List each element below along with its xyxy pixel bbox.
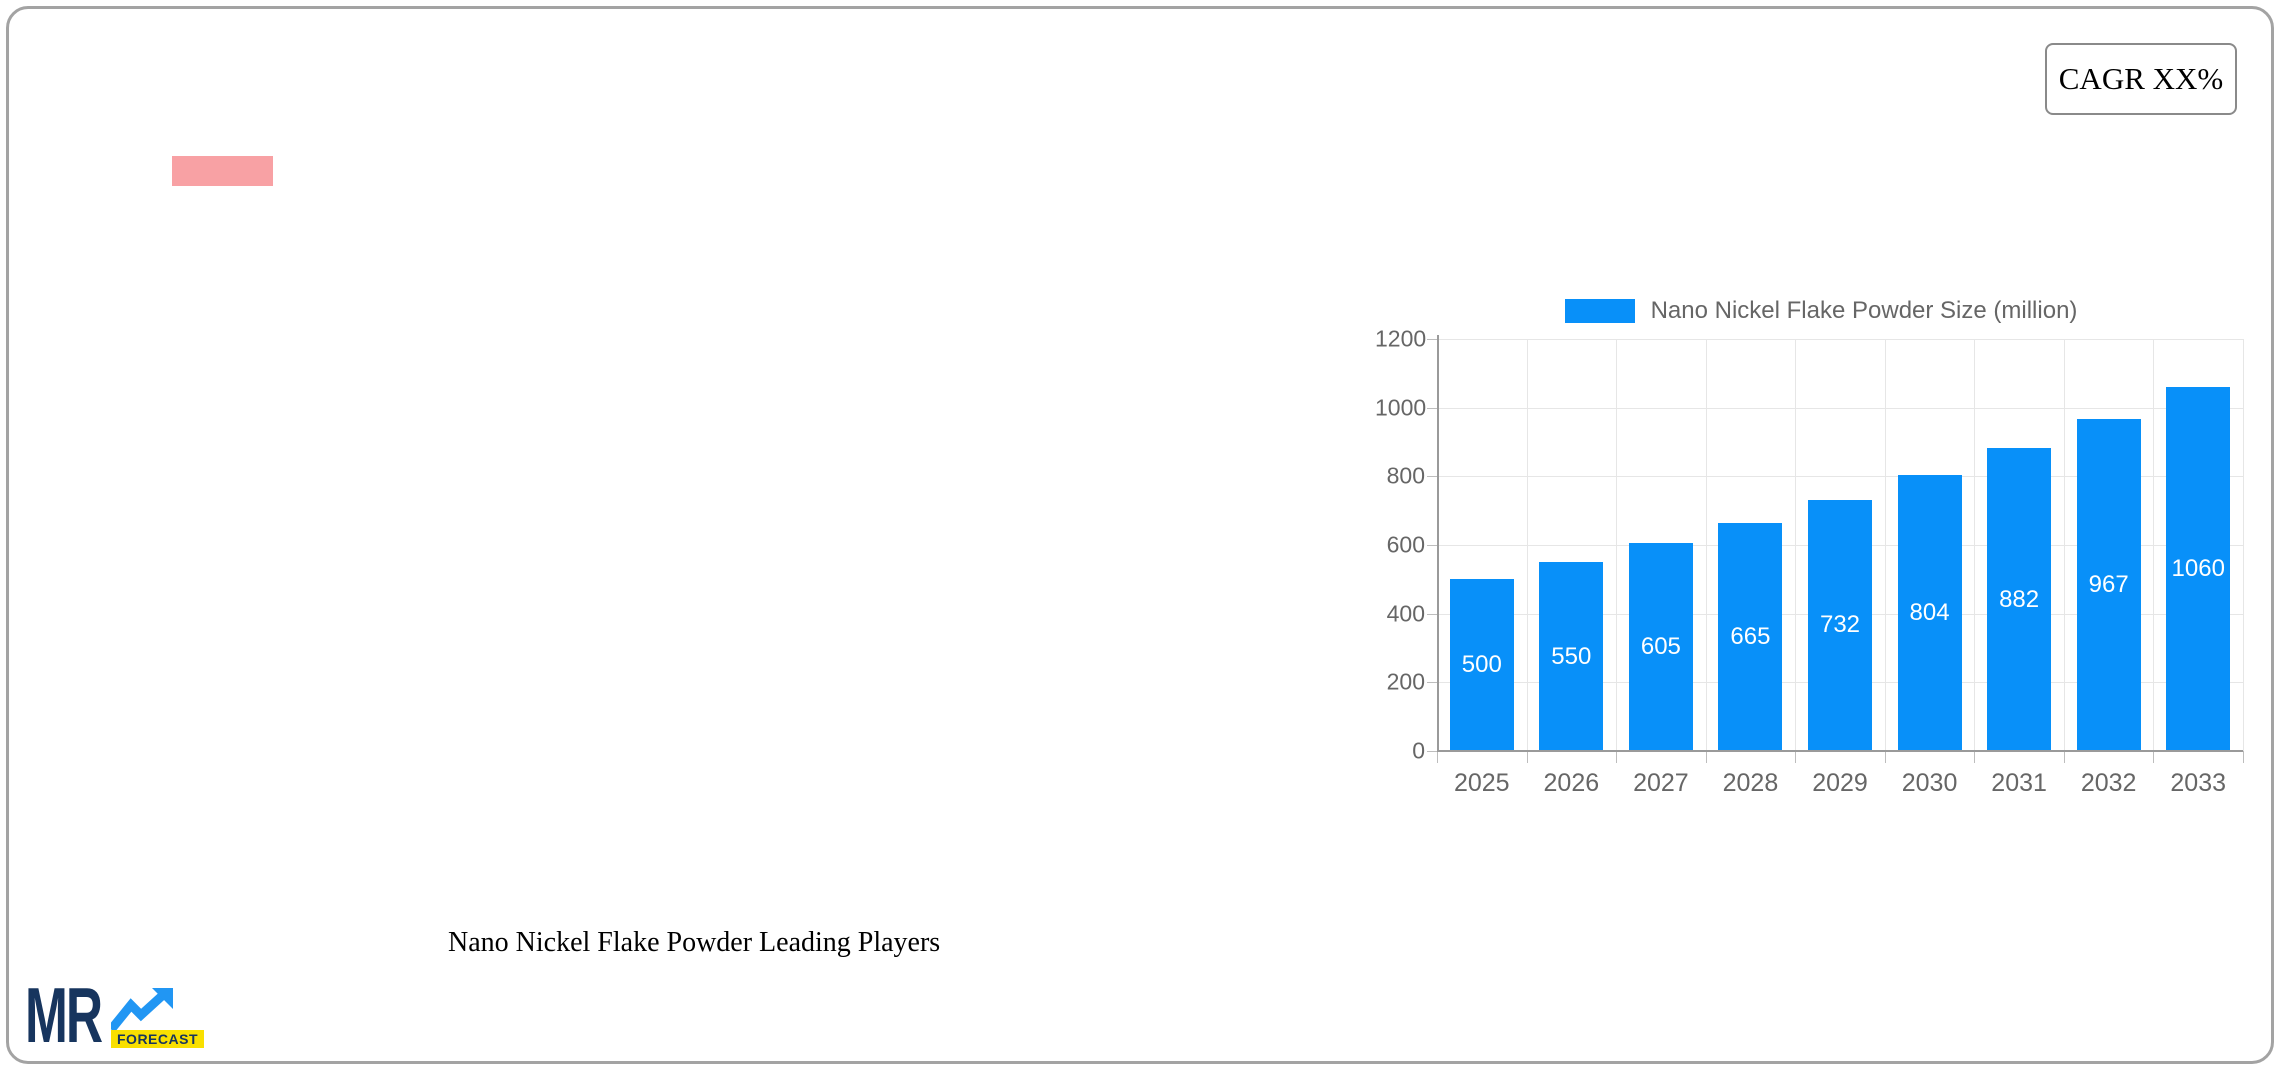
x-tick-label: 2026: [1543, 769, 1600, 797]
x-tick-mark: [2153, 751, 2155, 763]
chart-legend[interactable]: Nano Nickel Flake Powder Size (million): [1390, 297, 2252, 324]
x-tick-label: 2027: [1633, 769, 1689, 797]
x-tick-mark: [1437, 751, 1438, 763]
mr-forecast-logo: MR FORECAST: [25, 971, 204, 1059]
bar-value-label: 605: [1640, 633, 1681, 661]
h-gridline: [1437, 407, 2243, 409]
bar-value-label: 500: [1461, 651, 1502, 679]
y-tick-label: 200: [1386, 668, 1425, 695]
bar-2028[interactable]: 665: [1718, 522, 1783, 751]
y-tick-label: 1000: [1375, 394, 1427, 421]
logo-forecast-badge: FORECAST: [111, 1030, 204, 1048]
bar-value-label: 1060: [2171, 555, 2225, 583]
bar-2033[interactable]: 1060: [2166, 387, 2231, 751]
h-gridline: [1437, 476, 2243, 478]
arrow-zigzag: [111, 988, 170, 1030]
bar-value-label: 967: [2088, 571, 2129, 598]
x-tick-mark: [1616, 751, 1618, 763]
v-gridline: [1526, 339, 1528, 751]
bar-2026[interactable]: 550: [1539, 562, 1604, 751]
y-tick-label: 400: [1386, 600, 1425, 627]
y-tick-label: 1200: [1375, 325, 1427, 352]
legend-color-swatch: [1564, 299, 1635, 323]
y-tick-mark: [1427, 751, 1437, 752]
x-tick-mark: [1884, 751, 1886, 763]
v-gridline: [1616, 339, 1618, 751]
v-gridline: [1884, 339, 1886, 751]
pink-highlight-bar: [172, 156, 273, 186]
x-tick-mark: [1705, 751, 1707, 763]
bar-2029[interactable]: 732: [1808, 499, 1872, 751]
y-tick-mark: [1427, 339, 1437, 340]
y-tick-mark: [1427, 682, 1437, 684]
bar-value-label: 550: [1551, 642, 1592, 670]
bar-2032[interactable]: 967: [2076, 419, 2141, 751]
y-tick-label: 800: [1386, 462, 1425, 489]
x-tick-label: 2030: [1901, 769, 1958, 797]
x-tick-label: 2028: [1722, 769, 1779, 797]
x-tick-label: 2031: [1991, 769, 2047, 797]
v-gridline: [2153, 339, 2155, 751]
y-axis-line: [1437, 335, 1439, 751]
cagr-label: CAGR XX%: [2058, 61, 2224, 96]
h-gridline: [1437, 339, 2243, 340]
bar-2030[interactable]: 804: [1897, 474, 1962, 751]
v-gridline: [1795, 339, 1797, 751]
arrow-head: [152, 988, 173, 1009]
y-tick-mark: [1427, 613, 1437, 615]
x-tick-mark: [1974, 751, 1976, 763]
v-gridline: [2243, 339, 2244, 751]
bar-2025[interactable]: 500: [1449, 579, 1514, 751]
bar-value-label: 882: [1999, 585, 2040, 613]
x-tick-mark: [1526, 751, 1528, 763]
bar-value-label: 732: [1819, 611, 1861, 639]
x-tick-mark: [2243, 751, 2244, 763]
x-tick-mark: [2063, 751, 2065, 763]
logo-mr-text: MR: [25, 971, 103, 1059]
x-tick-label: 2029: [1812, 769, 1868, 797]
bar-value-label: 804: [1909, 598, 1950, 626]
chart-footer-title: Nano Nickel Flake Powder Leading Players: [448, 927, 941, 958]
legend-label: Nano Nickel Flake Powder Size (million): [1650, 297, 2078, 324]
y-tick-mark: [1427, 545, 1437, 546]
bar-2031[interactable]: 882: [1987, 448, 2052, 751]
x-axis-line: [1437, 750, 2243, 752]
v-gridline: [2063, 339, 2065, 751]
bar-value-label: 665: [1730, 622, 1771, 650]
y-tick-mark: [1427, 407, 1437, 409]
x-tick-mark: [1795, 751, 1797, 763]
x-tick-label: 2033: [2170, 769, 2227, 797]
y-tick-mark: [1427, 476, 1437, 478]
growth-arrow-icon: [111, 988, 173, 1030]
report-card: [6, 6, 2274, 1064]
y-tick-label: 600: [1386, 531, 1425, 558]
bar-2027[interactable]: 605: [1628, 543, 1693, 751]
v-gridline: [1705, 339, 1707, 751]
x-tick-label: 2032: [2080, 769, 2137, 797]
x-tick-label: 2025: [1453, 769, 1510, 797]
y-tick-label: 0: [1412, 737, 1425, 764]
bar-chart: Nano Nickel Flake Powder Size (million) …: [1375, 296, 2252, 826]
plot-area: 0 200 400 600 800 1000 1200 500 2025 550 2026 605 20…: [1375, 326, 2244, 797]
cagr-badge: CAGR XX%: [2045, 43, 2237, 115]
v-gridline: [1974, 339, 1976, 751]
